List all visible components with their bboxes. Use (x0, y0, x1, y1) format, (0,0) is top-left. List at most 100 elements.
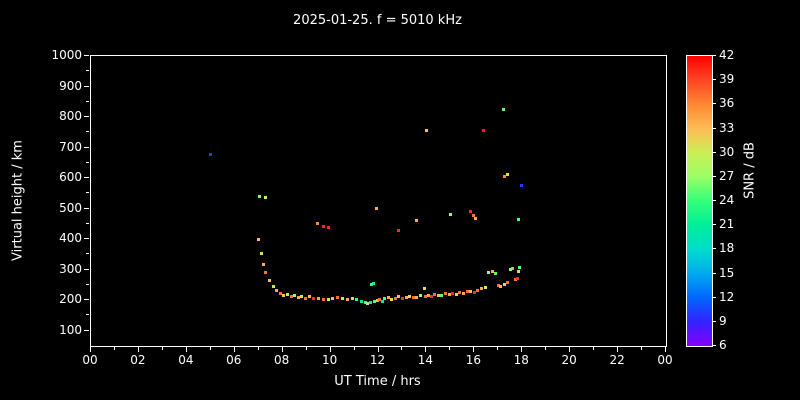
data-point (454, 292, 458, 296)
data-point (415, 218, 419, 222)
data-point (386, 295, 390, 299)
colorbar-tick-label: 27 (719, 168, 735, 183)
x-tick-label: 04 (178, 353, 194, 367)
data-point (447, 293, 451, 297)
y-tick-label: 600 (59, 170, 82, 185)
colorbar-tick-label: 30 (719, 144, 735, 159)
data-point (424, 129, 428, 133)
x-tick-label: 08 (274, 353, 290, 367)
colorbar-tick (712, 127, 716, 129)
colorbar-tick (712, 224, 716, 226)
data-point (303, 296, 307, 300)
data-point (285, 293, 289, 297)
data-point (519, 183, 523, 187)
data-point (382, 297, 386, 301)
x-tick-label: 00 (82, 353, 98, 367)
data-point (433, 292, 437, 296)
y-tick-label: 500 (59, 200, 82, 215)
colorbar-tick (712, 55, 716, 56)
data-point (506, 281, 510, 285)
colorbar-tick (712, 79, 716, 81)
data-point (472, 290, 476, 294)
data-point (440, 294, 444, 298)
y-minor-tick (86, 161, 89, 163)
data-point (408, 294, 412, 298)
x-tick-label: 20 (561, 353, 577, 367)
data-point (476, 288, 480, 292)
data-point (404, 295, 408, 299)
x-axis-label: UT Time / hrs (334, 374, 421, 389)
colorbar-tick-label: 42 (719, 48, 735, 62)
data-point (465, 290, 469, 294)
colorbar-tick-label: 24 (719, 193, 735, 207)
colorbar-tick-label: 15 (719, 265, 735, 280)
data-point (502, 175, 506, 179)
data-point (502, 283, 506, 287)
y-tick-label: 1000 (51, 48, 82, 62)
x-tick (185, 347, 187, 352)
data-point (264, 195, 268, 199)
data-point (282, 294, 286, 298)
x-minor-tick (305, 347, 307, 350)
data-point (462, 291, 466, 295)
data-point (490, 270, 494, 274)
y-minor-tick (86, 70, 89, 72)
data-point (380, 299, 384, 303)
y-tick (84, 55, 89, 56)
colorbar-tick-label: 21 (719, 217, 735, 232)
colorbar-tick (712, 345, 716, 346)
data-point (257, 238, 261, 242)
data-point (368, 300, 372, 304)
x-tick-label: 14 (417, 353, 434, 367)
data-point (312, 296, 316, 300)
data-point (373, 300, 377, 304)
data-point (372, 281, 376, 285)
data-point (315, 221, 319, 225)
data-point (363, 301, 367, 305)
data-point (296, 295, 300, 299)
data-point (336, 295, 340, 299)
x-tick (377, 347, 379, 352)
data-point (278, 292, 282, 296)
colorbar-tick (712, 175, 716, 177)
data-point (341, 297, 345, 301)
data-point (307, 295, 311, 299)
data-point (331, 297, 335, 301)
data-point (423, 295, 427, 299)
data-point (458, 291, 462, 295)
y-tick (84, 238, 89, 240)
data-point (321, 297, 325, 301)
data-point (506, 172, 510, 176)
data-point (429, 295, 433, 299)
x-tick (329, 347, 331, 352)
y-tick (84, 116, 89, 118)
y-tick-label: 700 (59, 139, 82, 154)
x-tick (569, 347, 571, 352)
x-minor-tick (257, 347, 259, 350)
x-tick-label: 02 (130, 353, 146, 367)
data-point (275, 289, 279, 293)
data-point (400, 297, 404, 301)
y-tick (84, 299, 89, 301)
data-point (397, 295, 401, 299)
y-tick (84, 85, 89, 87)
colorbar-tick (712, 151, 716, 153)
x-tick-label: 22 (609, 353, 625, 367)
data-point (515, 277, 519, 281)
y-tick (84, 268, 89, 270)
colorbar-tick (712, 103, 716, 105)
data-point (393, 296, 397, 300)
x-tick (473, 347, 475, 352)
y-tick-label: 100 (59, 322, 82, 337)
data-point (366, 302, 370, 306)
data-point (375, 299, 379, 303)
x-tick (617, 347, 619, 352)
colorbar-tick-label: 12 (719, 289, 735, 304)
data-point (317, 297, 321, 301)
y-tick-label: 800 (59, 109, 82, 124)
colorbar-tick-label: 6 (719, 338, 727, 352)
chart-title: 2025-01-25. f = 5010 kHz (293, 13, 462, 28)
data-point (415, 296, 419, 300)
colorbar-tick (712, 272, 716, 274)
colorbar (686, 55, 713, 347)
